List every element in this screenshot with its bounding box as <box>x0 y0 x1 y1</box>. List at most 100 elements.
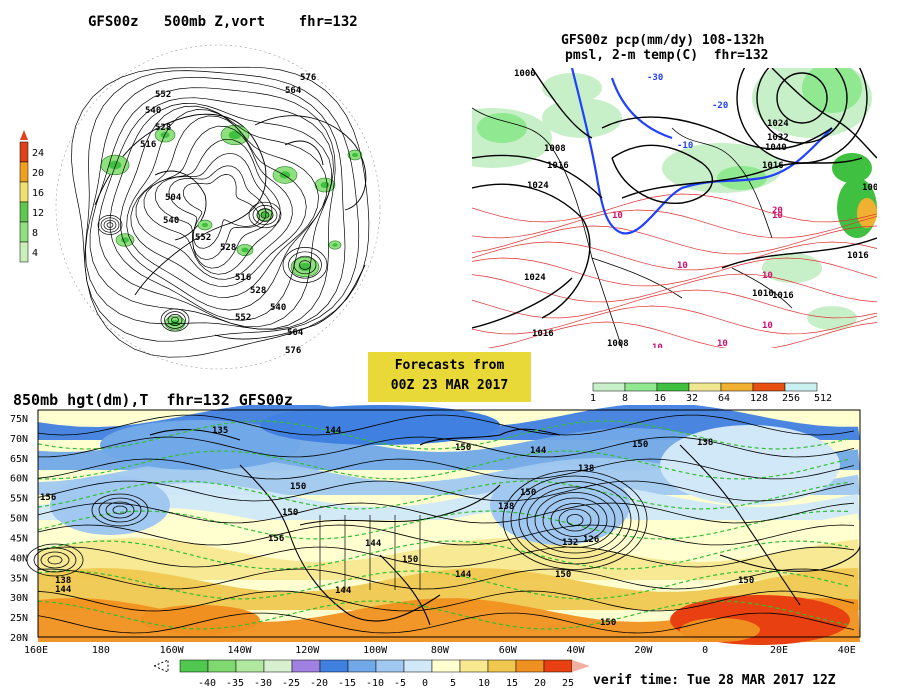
z500-polar-map: 576 564 552 540 528 516 504 540 552 528 516 528 540 5… <box>55 35 385 380</box>
z850-height-label: 150 <box>738 576 754 586</box>
z500-contour-label: 564 <box>287 328 304 338</box>
pcp-bar-swatch <box>752 382 786 392</box>
temp-bar-swatch <box>347 659 377 673</box>
temp-bar-swatch <box>487 659 517 673</box>
vort-bar-label: 4 <box>32 248 38 259</box>
pmsl-isobar <box>531 68 593 139</box>
pmsl-low-ring <box>736 68 868 164</box>
precip-patch <box>477 113 527 143</box>
lon-tick-label: 40E <box>838 645 856 655</box>
vort-bar-label: 24 <box>32 148 44 159</box>
temperature-label: 10 <box>762 271 773 281</box>
z500-contour-label: 528 <box>220 243 236 253</box>
z850-height-contour <box>37 568 855 590</box>
temperature-label: 10 <box>762 321 773 331</box>
z500-contours <box>71 66 370 358</box>
temp-bar-swatch <box>543 659 573 673</box>
pcp-bar-swatch <box>592 382 626 392</box>
pcp-bar-label: 256 <box>782 393 800 403</box>
pacific-low-contour <box>40 551 70 569</box>
z500-contour <box>126 109 319 298</box>
pmsl-labels: 1000 1008 1016 1024 1024 1016 1008 1016 1024 1032… <box>514 69 877 348</box>
pcp-bar-swatch <box>656 382 690 392</box>
vort-bar-swatch <box>19 221 29 243</box>
pmsl-low-ring <box>756 68 848 144</box>
temperature-label: -30 <box>647 73 663 83</box>
lat-tick-label: 60N <box>10 474 28 485</box>
z500-contour <box>89 87 336 330</box>
z500-contour <box>109 103 333 321</box>
precip-patch <box>542 73 602 103</box>
z500-contour <box>98 97 334 328</box>
z850-height-label: 144 <box>325 426 342 436</box>
z850-height-label: 132 <box>562 538 578 548</box>
warm-patch <box>140 605 260 635</box>
vort-blob-core <box>120 237 130 243</box>
temp-bar-swatch <box>515 659 545 673</box>
pmsl-label: 1008 <box>544 144 566 154</box>
pacific-low-contour <box>105 501 135 519</box>
z850-height-label: 144 <box>365 539 382 549</box>
lon-tick-label: 20W <box>634 645 653 655</box>
pcp-bar-label: 1 <box>590 393 596 403</box>
z850-height-label: 138 <box>578 464 594 474</box>
pcp-bar-swatch <box>784 382 818 392</box>
lon-tick-label: 180 <box>92 645 110 655</box>
z850-height-label: 150 <box>455 443 471 453</box>
pmsl-isobar <box>472 183 591 319</box>
z500-low-contour <box>171 316 179 324</box>
lat-tick-label: 20N <box>10 633 28 644</box>
z500-contour-label: 528 <box>250 286 266 296</box>
pacific-low-contour <box>91 493 149 527</box>
z500-contour <box>130 115 307 287</box>
temperature-band <box>38 538 860 580</box>
z850-height-label: 150 <box>282 508 298 518</box>
lat-tick-label: 55N <box>10 494 28 505</box>
precip-shading <box>472 68 877 330</box>
temperature-band <box>38 598 860 642</box>
polar-coastline <box>154 170 207 241</box>
temperature-band <box>38 483 860 520</box>
precip-patch <box>762 253 822 283</box>
z850-height-contour <box>37 612 855 634</box>
z850-height-label: 138 <box>498 502 514 512</box>
z850-height-label: 138 <box>55 576 71 586</box>
temperature-contour <box>472 241 877 271</box>
pcp-coastline <box>472 107 623 348</box>
vort-blob-core <box>298 262 312 272</box>
z500-low-contour <box>260 211 270 219</box>
z850-height-contour <box>37 590 855 612</box>
cold-lobe <box>260 405 500 445</box>
pmsl-label: 1000 <box>514 69 536 79</box>
temp-bar-label: -35 <box>226 678 244 689</box>
pmsl-label: 1016 <box>752 289 774 299</box>
z500-contour <box>85 76 346 330</box>
temp-bar-swatch <box>459 659 489 673</box>
vort-blob-core <box>228 130 242 140</box>
z500-contour-label: 576 <box>285 346 301 356</box>
lon-tick-label: 160W <box>160 645 185 655</box>
temperature-contour <box>472 257 877 287</box>
z500-contour <box>84 70 360 342</box>
lat-tick-label: 35N <box>10 573 28 584</box>
z500-low-contour <box>293 255 317 275</box>
pcp-bar-label: 32 <box>686 393 698 403</box>
vort-bar-label: 16 <box>32 188 44 199</box>
temp-bar-label: -15 <box>338 678 356 689</box>
z500-low-contour <box>299 260 311 270</box>
pcp-bar-label: 512 <box>814 393 832 403</box>
pcp-pmsl-map: 1000 1008 1016 1024 1024 1016 1008 1016 1024 1032… <box>472 68 877 348</box>
vort-blob-core <box>241 247 249 253</box>
temperature-contour <box>472 209 877 239</box>
z850-height-contour <box>37 436 855 458</box>
pcp-panel-title-line1: GFS00z pcp(mm/dy) 108-132h <box>561 33 765 48</box>
vort-blob-core <box>279 171 291 179</box>
z500-low-contour <box>282 247 328 283</box>
z500-contour-label: 540 <box>270 303 286 313</box>
z850-height-label: 138 <box>697 438 713 448</box>
z500-contour <box>182 174 260 249</box>
z850-height-label: 150 <box>520 488 536 498</box>
temp-bar-label: -25 <box>282 678 300 689</box>
temperature-label: 10 <box>612 211 623 221</box>
cold-lobe <box>660 425 840 505</box>
